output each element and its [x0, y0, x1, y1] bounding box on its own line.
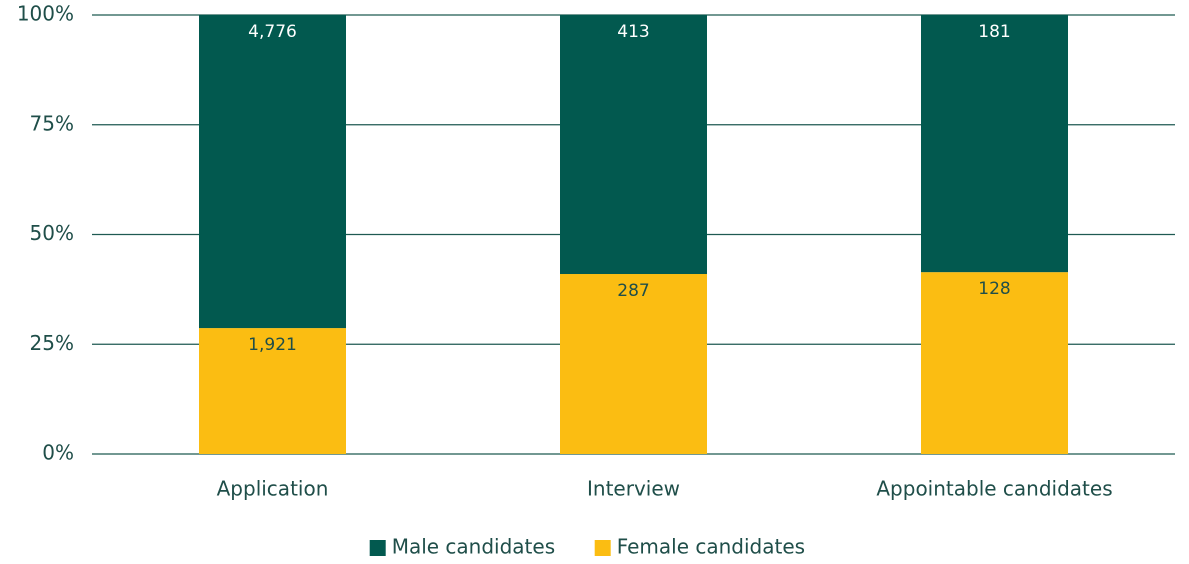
- x-tick-label: Interview: [587, 477, 680, 501]
- y-tick-label: 50%: [30, 221, 74, 245]
- bar-segment: [199, 15, 346, 329]
- legend-swatch: [369, 540, 386, 556]
- x-tick-label: Application: [217, 477, 329, 501]
- y-tick-label: 75%: [30, 111, 74, 135]
- y-tick-label: 100%: [17, 2, 74, 26]
- data-label: 4,776: [248, 22, 297, 42]
- data-label: 413: [617, 22, 649, 42]
- bar-segment: [560, 15, 707, 275]
- bar-segment: [921, 15, 1068, 273]
- y-tick-label: 0%: [42, 441, 74, 465]
- legend-label: Male candidates: [392, 535, 555, 559]
- bar-segment: [921, 272, 1068, 454]
- bar-segment: [199, 328, 346, 454]
- bar-segment: [560, 274, 707, 454]
- data-label: 287: [617, 281, 649, 301]
- x-tick-label: Appointable candidates: [876, 477, 1112, 501]
- data-label: 128: [978, 279, 1010, 299]
- data-label: 181: [978, 22, 1010, 42]
- data-label: 1,921: [248, 335, 297, 355]
- y-tick-label: 25%: [30, 331, 74, 355]
- legend-label: Female candidates: [617, 535, 805, 559]
- legend-swatch: [594, 540, 611, 556]
